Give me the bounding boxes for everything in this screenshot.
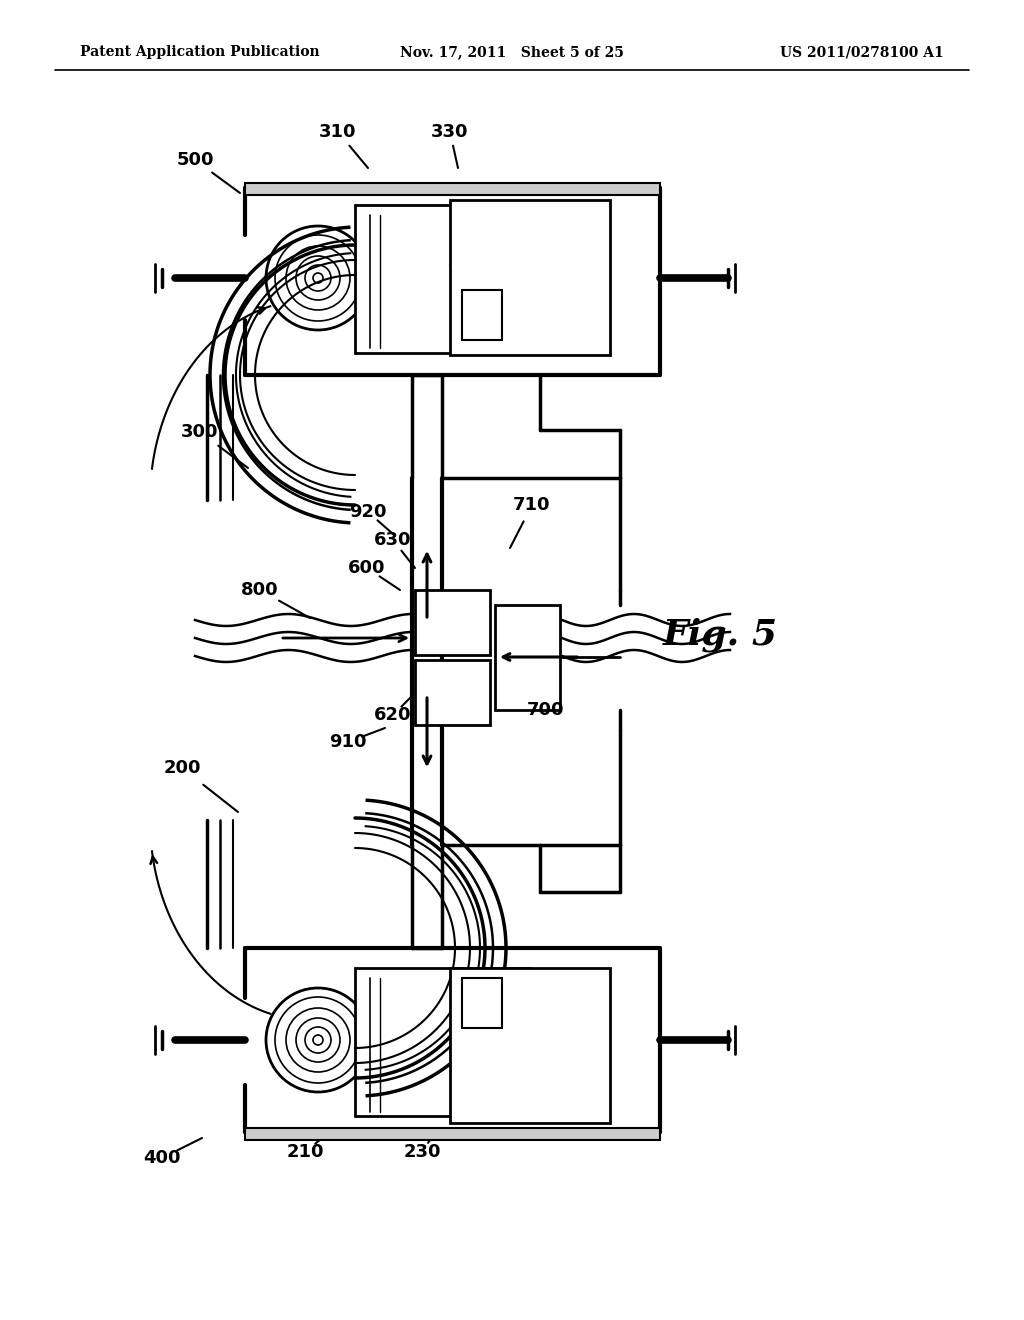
- Bar: [450, 201, 610, 355]
- Circle shape: [275, 997, 361, 1082]
- Bar: [355, 205, 530, 352]
- Circle shape: [266, 987, 370, 1092]
- Bar: [355, 968, 530, 1115]
- Bar: [415, 660, 490, 725]
- Circle shape: [313, 273, 323, 282]
- Circle shape: [305, 1027, 331, 1053]
- Circle shape: [313, 1035, 323, 1045]
- Text: Nov. 17, 2011   Sheet 5 of 25: Nov. 17, 2011 Sheet 5 of 25: [400, 45, 624, 59]
- Text: 500: 500: [176, 150, 214, 169]
- Bar: [462, 290, 502, 341]
- Circle shape: [286, 1008, 350, 1072]
- Text: 300: 300: [181, 422, 219, 441]
- Circle shape: [305, 265, 331, 290]
- Text: 700: 700: [526, 701, 564, 719]
- Text: Fig. 5: Fig. 5: [663, 618, 777, 652]
- Text: 310: 310: [319, 123, 356, 141]
- Text: 210: 210: [287, 1143, 324, 1162]
- Text: 910: 910: [330, 733, 367, 751]
- Text: Patent Application Publication: Patent Application Publication: [80, 45, 319, 59]
- Bar: [415, 590, 490, 655]
- Bar: [245, 1129, 660, 1140]
- Text: 330: 330: [431, 123, 469, 141]
- Text: 200: 200: [163, 759, 201, 777]
- Text: 230: 230: [403, 1143, 440, 1162]
- Text: 800: 800: [242, 581, 279, 599]
- Text: 620: 620: [374, 706, 412, 723]
- Circle shape: [275, 235, 361, 321]
- Circle shape: [286, 246, 350, 310]
- Circle shape: [296, 1018, 340, 1063]
- Bar: [450, 968, 610, 1123]
- Text: 630: 630: [374, 531, 412, 549]
- Circle shape: [266, 226, 370, 330]
- Text: US 2011/0278100 A1: US 2011/0278100 A1: [780, 45, 944, 59]
- Text: 400: 400: [143, 1148, 181, 1167]
- Text: 600: 600: [348, 558, 386, 577]
- Bar: [495, 605, 560, 710]
- Bar: [462, 978, 502, 1028]
- Text: 710: 710: [513, 496, 551, 513]
- Bar: [245, 183, 660, 195]
- Circle shape: [296, 256, 340, 300]
- Text: 920: 920: [349, 503, 387, 521]
